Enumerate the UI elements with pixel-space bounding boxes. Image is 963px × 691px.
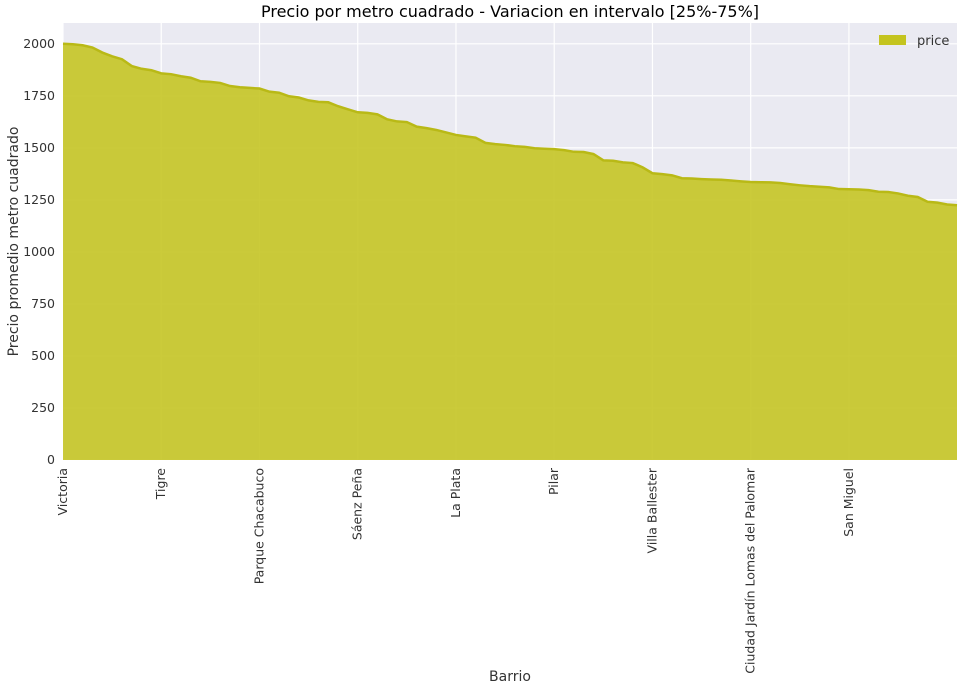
x-tick-label: Parque Chacabuco (251, 468, 266, 584)
x-tick-label: Ciudad Jardín Lomas del Palomar (743, 467, 758, 674)
x-axis-ticks: Victoria Tigre Parque Chacabuco Sáenz Peña L… (55, 467, 856, 674)
y-tick-label: 0 (47, 452, 55, 467)
legend: price (879, 34, 949, 49)
y-tick-label: 750 (31, 296, 55, 311)
y-tick-label: 250 (31, 400, 55, 415)
y-tick-label: 1000 (23, 244, 55, 259)
y-tick-label: 1250 (23, 192, 55, 207)
x-tick-label: Villa Ballester (644, 467, 659, 553)
x-tick-label: Tigre (153, 468, 168, 501)
area-series (62, 42, 958, 461)
y-tick-label: 1500 (23, 140, 55, 155)
y-tick-label: 500 (31, 348, 55, 363)
y-tick-label: 1750 (23, 88, 55, 103)
x-tick-label: Victoria (55, 468, 70, 515)
chart-title: Precio por metro cuadrado - Variacion en… (261, 2, 759, 21)
x-tick-label: Pilar (546, 467, 561, 495)
area-edge-price (62, 42, 958, 207)
area-fill-price (63, 43, 957, 461)
x-tick-label: Sáenz Peña (350, 468, 365, 540)
y-axis-ticks: 0 250 500 750 1000 1250 1500 1750 2000 (23, 36, 55, 467)
x-tick-label: San Miguel (841, 468, 856, 537)
y-axis-label: Precio promedio metro cuadrado (6, 127, 22, 357)
x-tick-label: La Plata (448, 468, 463, 518)
x-axis-label: Barrio (489, 669, 531, 685)
y-tick-label: 2000 (23, 36, 55, 51)
legend-swatch (879, 35, 906, 45)
legend-label: price (917, 34, 949, 49)
